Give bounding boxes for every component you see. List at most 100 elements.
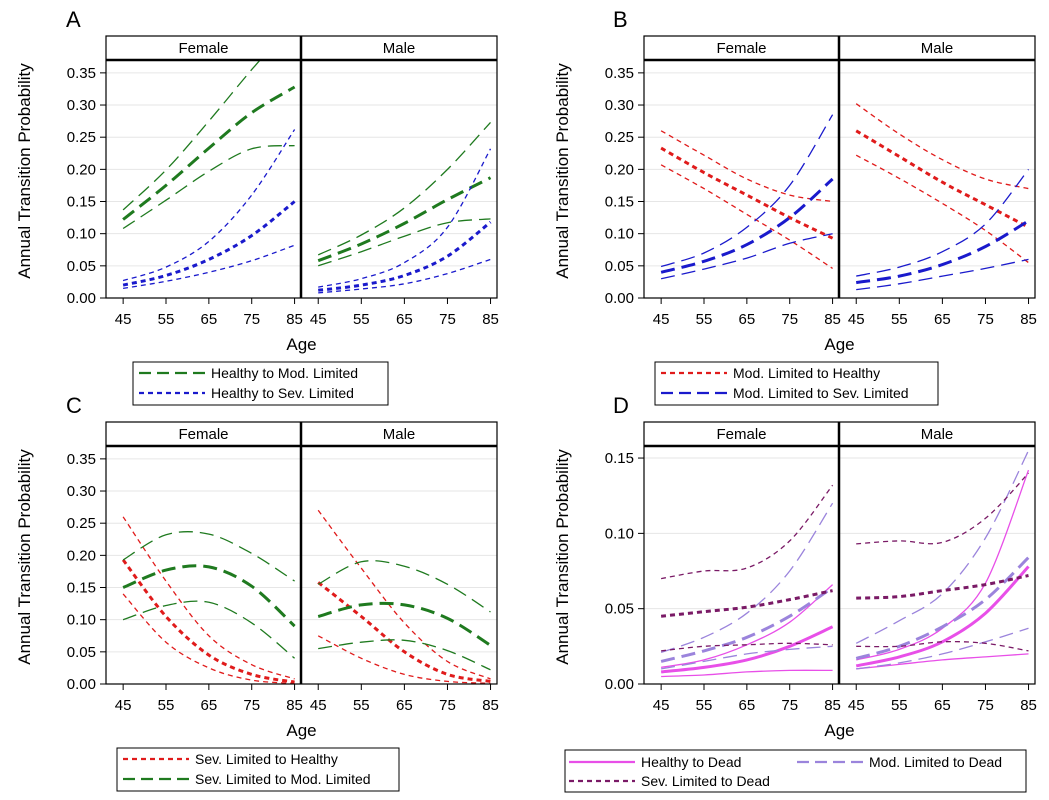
x-tick-label: 65 — [201, 311, 218, 328]
series-ci-hi-male — [317, 560, 491, 613]
series-ci-lo-female — [660, 645, 833, 670]
series-line-female — [660, 586, 834, 663]
legend-label: Mod. Limited to Dead — [869, 754, 1002, 770]
series-line-female — [121, 558, 295, 684]
y-tick-label: 0.30 — [605, 97, 634, 114]
series-line-male — [855, 565, 1030, 668]
facet-label-male: Male — [383, 40, 416, 57]
facet-label-female: Female — [178, 40, 228, 57]
legend: Sev. Limited to Healthy Sev. Limited to M… — [116, 747, 400, 792]
x-tick-label: 85 — [1020, 311, 1037, 328]
y-tick-label: 0.00 — [605, 676, 634, 693]
x-tick-label: 55 — [696, 311, 713, 328]
y-tick-label: 0.20 — [67, 161, 96, 178]
x-tick-label: 45 — [310, 311, 327, 328]
x-tick-label: 85 — [482, 311, 499, 328]
series-ci-hi-female — [660, 484, 834, 580]
y-tick-label: 0.10 — [67, 226, 96, 243]
legend-label: Mod. Limited to Sev. Limited — [733, 385, 909, 401]
x-tick-label: 65 — [934, 697, 951, 714]
x-axis-title: Age — [286, 335, 316, 354]
x-axis-title: Age — [286, 721, 316, 740]
series-lines — [660, 450, 1030, 678]
legend-box — [564, 749, 1027, 793]
y-tick-label: 0.15 — [67, 580, 96, 597]
series-ci-hi-female — [122, 60, 296, 211]
series-ci-lo-male — [856, 627, 1029, 670]
series-lines — [660, 103, 1030, 291]
y-tick-label: 0.15 — [605, 450, 634, 467]
x-tick-label: 65 — [739, 311, 756, 328]
y-tick-label: 0.25 — [605, 129, 634, 146]
series-ci-lo-female — [122, 244, 295, 290]
panel-letter: B — [613, 7, 628, 32]
x-tick-label: 55 — [353, 311, 370, 328]
series-ci-lo-female — [660, 164, 833, 269]
series-line-male — [855, 556, 1030, 660]
y-axis-title: Annual Transition Probability — [553, 449, 572, 665]
x-tick-label: 75 — [781, 697, 798, 714]
panel-letter: C — [66, 393, 82, 418]
series-ci-hi-female — [660, 114, 834, 268]
y-tick-label: 0.30 — [67, 97, 96, 114]
legend-label: Healthy to Dead — [641, 754, 741, 770]
legend: Healthy to Mod. Limited Healthy to Sev. L… — [132, 361, 389, 406]
series-ci-hi-female — [122, 531, 295, 582]
y-tick-label: 0.25 — [67, 129, 96, 146]
series-ci-lo-male — [318, 218, 491, 267]
series-ci-hi-male — [856, 169, 1030, 277]
y-tick-label: 0.35 — [67, 451, 96, 468]
x-tick-label: 75 — [439, 697, 456, 714]
series-ci-lo-female — [122, 600, 296, 659]
panel-a: A 45 55 65 75 85 Female 45 55 65 75 85 Male 0.00 0.05 0… — [15, 7, 499, 406]
y-tick-label: 0.35 — [605, 65, 634, 82]
series-ci-hi-male — [317, 121, 491, 256]
x-tick-label: 85 — [482, 697, 499, 714]
series-ci-lo-male — [856, 258, 1029, 291]
x-tick-label: 45 — [848, 697, 865, 714]
y-tick-label: 0.00 — [605, 290, 634, 307]
y-tick-label: 0.20 — [67, 547, 96, 564]
y-tick-label: 0.10 — [67, 612, 96, 629]
x-tick-label: 45 — [653, 311, 670, 328]
series-line-male — [317, 581, 491, 683]
y-axis-title: Annual Transition Probability — [15, 449, 34, 665]
series-ci-hi-female — [122, 516, 295, 680]
facet-label-male: Male — [383, 426, 416, 443]
series-ci-lo-female — [661, 669, 833, 678]
series-line-male — [317, 176, 492, 263]
y-tick-label: 0.35 — [67, 65, 96, 82]
panel-letter: D — [613, 393, 629, 418]
legend-box — [116, 747, 400, 792]
y-tick-label: 0.05 — [605, 258, 634, 275]
x-tick-label: 45 — [653, 697, 670, 714]
legend-label: Sev. Limited to Healthy — [195, 751, 338, 767]
series-line-female — [660, 146, 834, 240]
y-tick-label: 0.10 — [605, 226, 634, 243]
x-tick-label: 45 — [310, 697, 327, 714]
x-tick-label: 85 — [1020, 697, 1037, 714]
series-ci-hi-male — [856, 472, 1029, 545]
y-tick-label: 0.00 — [67, 290, 96, 307]
x-tick-label: 75 — [243, 311, 260, 328]
series-ci-hi-male — [855, 450, 1030, 644]
x-tick-label: 65 — [739, 697, 756, 714]
legend-box — [132, 361, 389, 406]
series-line-male — [317, 601, 492, 647]
x-tick-label: 85 — [286, 697, 303, 714]
x-tick-label: 55 — [891, 311, 908, 328]
x-tick-label: 55 — [696, 697, 713, 714]
x-tick-label: 45 — [115, 697, 132, 714]
series-ci-lo-female — [122, 144, 295, 230]
y-tick-label: 0.15 — [67, 194, 96, 211]
y-tick-label: 0.05 — [605, 601, 634, 618]
series-ci-lo-male — [856, 640, 1029, 652]
x-tick-label: 55 — [891, 697, 908, 714]
legend-label: Mod. Limited to Healthy — [733, 365, 880, 381]
y-tick-label: 0.00 — [67, 676, 96, 693]
x-tick-label: 75 — [977, 311, 994, 328]
series-ci-lo-female — [661, 642, 833, 652]
x-tick-label: 85 — [824, 311, 841, 328]
series-line-male — [856, 574, 1029, 600]
